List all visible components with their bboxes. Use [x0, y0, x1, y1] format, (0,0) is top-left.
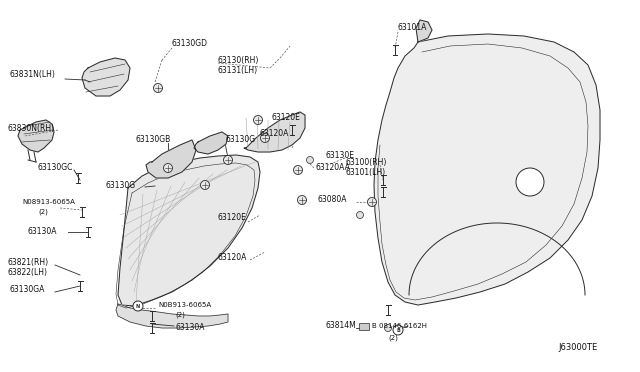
Circle shape [385, 324, 392, 331]
Text: 63120AA: 63120AA [316, 163, 351, 171]
Circle shape [163, 164, 173, 173]
Text: 63131(LH): 63131(LH) [218, 65, 258, 74]
Circle shape [356, 212, 364, 218]
Text: 63130A: 63130A [28, 227, 58, 235]
Circle shape [294, 166, 303, 174]
Text: 63080A: 63080A [318, 196, 348, 205]
Text: B 08146-6162H: B 08146-6162H [372, 323, 427, 329]
Circle shape [253, 115, 262, 125]
Text: N08913-6065A: N08913-6065A [22, 199, 75, 205]
Text: 63821(RH): 63821(RH) [8, 257, 49, 266]
Circle shape [260, 134, 269, 142]
Text: 63130GA: 63130GA [10, 285, 45, 295]
Text: 63822(LH): 63822(LH) [8, 267, 48, 276]
Text: 63120A: 63120A [218, 253, 248, 263]
Text: 63130(RH): 63130(RH) [218, 55, 259, 64]
Text: 63130A: 63130A [175, 324, 205, 333]
Circle shape [516, 168, 544, 196]
Text: 63831N(LH): 63831N(LH) [10, 71, 56, 80]
Text: (2): (2) [175, 312, 185, 318]
Polygon shape [116, 304, 228, 328]
Polygon shape [194, 132, 228, 154]
Text: 63130G: 63130G [225, 135, 255, 144]
Circle shape [307, 157, 314, 164]
Polygon shape [416, 20, 432, 42]
Text: 63120E: 63120E [218, 214, 247, 222]
Text: B: B [396, 327, 400, 333]
Text: (2): (2) [38, 209, 48, 215]
Polygon shape [18, 120, 54, 152]
Text: J63000TE: J63000TE [558, 343, 597, 353]
Text: 63120E: 63120E [272, 113, 301, 122]
Text: 63130GD: 63130GD [172, 39, 208, 48]
Polygon shape [244, 112, 305, 152]
Text: 63101A: 63101A [398, 23, 428, 32]
Circle shape [298, 196, 307, 205]
Text: 63100(RH): 63100(RH) [346, 157, 387, 167]
Polygon shape [374, 34, 600, 305]
Text: N0B913-6065A: N0B913-6065A [158, 302, 211, 308]
Circle shape [367, 198, 376, 206]
Circle shape [200, 180, 209, 189]
Text: 63120A: 63120A [260, 128, 289, 138]
Polygon shape [118, 155, 260, 306]
Bar [359, 323, 369, 330]
Circle shape [393, 325, 403, 335]
Text: 63830N(RH): 63830N(RH) [8, 124, 55, 132]
Text: 63130GB: 63130GB [136, 135, 172, 144]
Circle shape [133, 301, 143, 311]
Circle shape [223, 155, 232, 164]
Text: 63130E: 63130E [325, 151, 354, 160]
Text: 63130GC: 63130GC [38, 164, 74, 173]
Polygon shape [146, 140, 196, 178]
Text: 63814M: 63814M [325, 321, 356, 330]
Text: 63101(LH): 63101(LH) [346, 167, 386, 176]
Text: N: N [136, 304, 140, 308]
Polygon shape [82, 58, 130, 96]
Circle shape [154, 83, 163, 93]
Text: (2): (2) [388, 335, 398, 341]
Text: 63130G: 63130G [105, 180, 135, 189]
